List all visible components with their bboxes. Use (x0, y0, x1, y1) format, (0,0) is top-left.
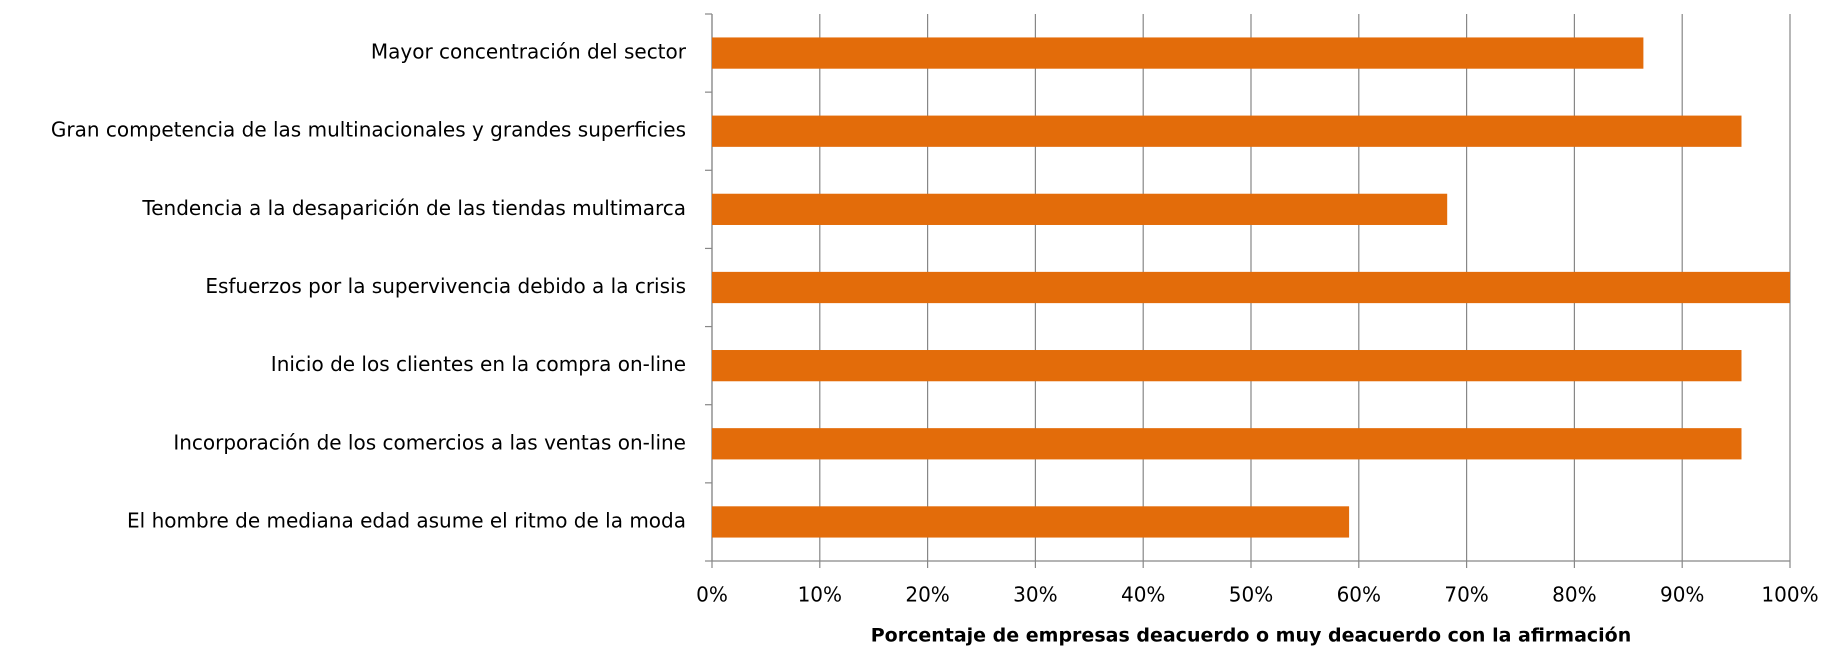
bar (712, 350, 1742, 382)
x-tick-label: 50% (1229, 583, 1273, 607)
x-tick-label: 20% (905, 583, 949, 607)
y-tick-label: Inicio de los clientes en la compra on-l… (271, 352, 686, 376)
x-tick-label: 90% (1660, 583, 1704, 607)
bar (712, 506, 1350, 538)
y-tick-label: Mayor concentración del sector (371, 40, 687, 64)
x-tick-label: 60% (1337, 583, 1381, 607)
x-tick-label: 80% (1552, 583, 1596, 607)
x-tick-label: 30% (1013, 583, 1057, 607)
x-tick-label: 10% (798, 583, 842, 607)
bar (712, 193, 1448, 225)
bar (712, 37, 1644, 69)
bar (712, 271, 1790, 304)
bar (712, 115, 1742, 147)
bar (712, 428, 1742, 460)
x-tick-label: 100% (1761, 583, 1818, 607)
y-tick-label: Incorporación de los comercios a las ven… (173, 430, 686, 454)
x-tick-label: 70% (1444, 583, 1488, 607)
y-tick-label: Esfuerzos por la supervivencia debido a … (205, 274, 686, 298)
y-tick-label: El hombre de mediana edad asume el ritmo… (127, 508, 686, 532)
x-tick-label: 0% (696, 583, 728, 607)
y-tick-label: Gran competencia de las multinacionales … (51, 118, 686, 142)
y-tick-label: Tendencia a la desaparición de las tiend… (141, 196, 686, 220)
x-tick-label: 40% (1121, 583, 1165, 607)
x-axis-title: Porcentaje de empresas deacuerdo o muy d… (871, 625, 1632, 647)
